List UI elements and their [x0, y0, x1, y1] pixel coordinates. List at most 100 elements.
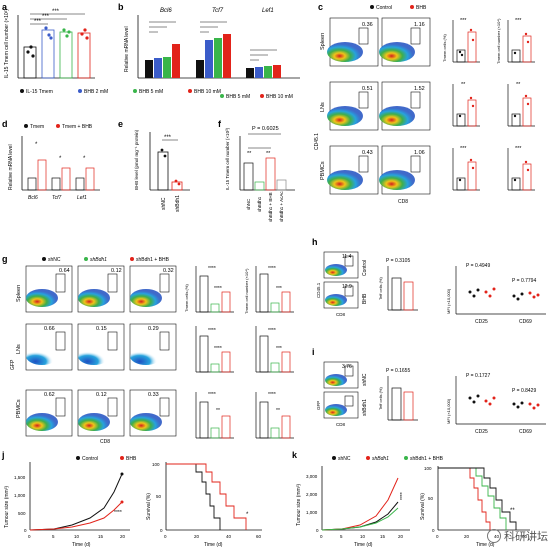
ylabel-i-2: MFI (×10,000) [446, 398, 451, 424]
sig-c-0-1: *** [515, 18, 522, 24]
gene-d-0: Bcl6 [28, 195, 38, 201]
ytick-k-3: 3,000 [306, 474, 318, 479]
sig-a-1: *** [52, 9, 60, 15]
panel-letter-g: g [2, 254, 8, 264]
gate-c-0-1: 1.16 [414, 22, 425, 28]
gate-c-2-0: 0.43 [362, 150, 373, 156]
wechat-logo-icon [487, 529, 501, 543]
gate-g-0-0: 0.64 [59, 268, 70, 274]
xtick-k-0: 0 [320, 534, 323, 539]
legend-j-0: Control [82, 456, 98, 462]
cat-h-1: CD69 [519, 319, 532, 325]
panel-g: g shNC shBdh1 shBdh1 + BHB Spleen LNs PB… [2, 254, 294, 445]
xlabel-j-2: Time (d) [204, 542, 223, 548]
panel-letter-k: k [292, 450, 298, 460]
sig-g-0a: **** [208, 266, 216, 272]
ylabel-h-1: Teff cells (%) [378, 277, 383, 300]
panel-letter-i: i [312, 347, 315, 357]
ytick-j-1: 500 [18, 511, 26, 516]
ytick-k2-1: 50 [428, 496, 434, 501]
pvalue-h-1: P = 0.3105 [386, 258, 410, 264]
cat-f-0: shNC [246, 198, 251, 210]
legend-a-0: IL-15 Tmem [26, 89, 53, 95]
sig-k-2: ** [510, 508, 515, 514]
ytick-j-2: 1,000 [14, 493, 26, 498]
sig-g-4a: **** [208, 392, 216, 398]
panel-e: e BHB level (pmol mg⁻¹ protein) *** shNC… [118, 119, 190, 212]
legend-g-0: shNC [48, 257, 61, 263]
panel-i: i 3.76 shNC shBdh1 GFP CD8 P = 0.1655 Te… [312, 347, 546, 435]
pvalue-i-1: P = 0.1655 [386, 368, 410, 374]
xtick-j2-3: 60 [256, 534, 262, 539]
panel-j: j Tumour size (mm³) 0 500 1,000 1,500 0 … [1, 450, 262, 548]
xtick-k-1: 5 [340, 534, 343, 539]
ytick-k-1: 1,000 [306, 510, 318, 515]
pvalue-i-3: P = 0.8429 [512, 388, 536, 394]
pvalue-h-3: P = 0.7794 [512, 278, 536, 284]
legend-j-1: BHB [126, 456, 137, 462]
panel-k: k shNC shBdh1 shBdh1 + BHB Tumour size (… [292, 450, 530, 548]
xlabel-k-2: Time (d) [476, 542, 495, 548]
xaxis-h: CD8 [336, 312, 345, 317]
xtick-k2-3: 60 [522, 534, 528, 539]
sig-g-4b: ** [216, 408, 220, 414]
row-i-0: shNC [362, 373, 368, 386]
pvalue-i-2: P = 0.1727 [466, 373, 490, 379]
row-h-1: BHB [362, 293, 368, 304]
yaxis-i: GFP [316, 401, 321, 410]
gate-i-0: 3.76 [342, 364, 352, 370]
legend-g-1: shBdh1 [90, 257, 107, 263]
panel-b: b Relative mRNA level Bcl6 Tcf7 Lef1 BHB… [118, 2, 300, 100]
xaxis-i: CD8 [336, 422, 345, 427]
panel-c: c Control BHB 0.36 1.16 0.51 1.52 0.43 [314, 2, 535, 205]
ylabel-e: BHB level (pmol mg⁻¹ protein) [134, 129, 139, 190]
gene-d-2: Lef1 [77, 195, 87, 201]
panel-letter-a: a [2, 2, 8, 12]
sig-g-5b: ** [276, 408, 280, 414]
ylabel-g-pct: Tmem cells (%) [184, 284, 189, 312]
ytick-j2-1: 50 [156, 494, 162, 499]
yaxis-g: GFP [10, 359, 16, 370]
ylabel-c-pct-0: Tmem cells (%) [442, 34, 447, 62]
xtick-j-2: 10 [74, 534, 80, 539]
row-c-2: PBMCs [320, 161, 326, 180]
legend-a: IL-15 Tmem BHB 2 mM BHB 5 mM BHB 10 mM [20, 89, 221, 95]
sig-c-2-0: *** [460, 146, 467, 152]
row-i-1: shBdh1 [362, 399, 368, 416]
gate-g-1-2: 0.29 [148, 326, 159, 332]
panel-d: d Tmem Tmem + BHB Relative mRNA level * … [2, 119, 100, 201]
panel-h: h 11.4 12.9 Control BHB CD45.1 CD8 P = 0… [312, 237, 546, 325]
row-c-0: Spleen [320, 33, 326, 50]
gene-b-2: Lef1 [262, 8, 274, 14]
legend-g-2: shBdh1 + BHB [136, 257, 170, 263]
panel-letter-e: e [118, 119, 123, 129]
sig-g-5a: **** [268, 392, 276, 398]
sig-a-2: *** [42, 14, 50, 20]
legend-a-3: BHB 10 mM [194, 89, 221, 95]
gate-g-2-1: 0.12 [96, 392, 107, 398]
cat-i-0: CD25 [475, 429, 488, 435]
ylabel-c-num-0: Tmem cell number (×10⁴) [496, 18, 501, 64]
sig-e: *** [164, 135, 172, 141]
ylabel-h-2: MFI (×10,000) [446, 288, 451, 314]
panel-letter-h: h [312, 237, 318, 247]
ytick-j-3: 1,500 [14, 475, 26, 480]
panel-letter-d: d [2, 119, 8, 129]
xtick-k2-1: 20 [464, 534, 470, 539]
legend-c-1: BHB [416, 5, 427, 11]
gate-h-1: 12.9 [342, 284, 352, 290]
xaxis-g: CD8 [100, 439, 110, 445]
flow-plots-g: 0.64 0.12 0.32 0.66 0.15 0.29 0.62 0.12 [25, 265, 177, 437]
gate-g-2-0: 0.62 [44, 392, 55, 398]
gate-g-1-0: 0.66 [44, 326, 55, 332]
bars-a [23, 26, 91, 79]
ylabel-j-1: Tumour size (mm³) [4, 486, 10, 528]
sig-g-2b: **** [214, 346, 222, 352]
sig-j-2: * [246, 512, 249, 518]
watermark-text: 科研讲坛 [504, 531, 548, 543]
ylabel-k-1: Tumour size (mm³) [296, 484, 302, 526]
ylabel-k-2: Survival (%) [420, 493, 426, 520]
sig-g-0b: **** [214, 286, 222, 292]
xaxis-c: CD8 [398, 199, 408, 205]
